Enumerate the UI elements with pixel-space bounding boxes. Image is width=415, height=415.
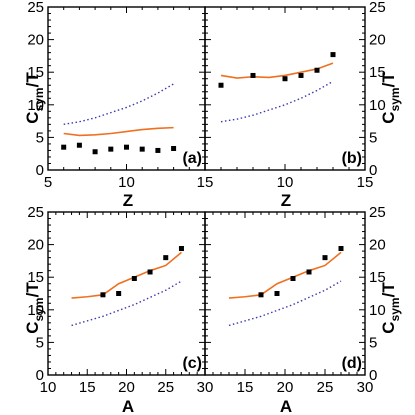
- ylabel-left-top: Csym/T: [23, 72, 46, 124]
- y-tick-label: 10: [27, 302, 44, 319]
- plot-frame: [204, 211, 366, 376]
- solid-series-line: [228, 251, 342, 299]
- data-point-marker: [163, 255, 169, 261]
- y-tick-label: 25: [369, 0, 386, 16]
- panel-d: 15 20 25 300 5 10 15 20 25 (d): [204, 204, 386, 396]
- data-point-marker: [100, 292, 106, 298]
- x-tick-label: 20: [277, 379, 294, 396]
- x-tick-label: 20: [118, 379, 135, 396]
- y-tick-label: 0: [369, 162, 377, 179]
- y-tick-label: 15: [369, 64, 386, 81]
- x-tick-label: 10: [277, 174, 294, 191]
- data-point-marker: [322, 255, 328, 261]
- solid-series-line: [71, 251, 182, 299]
- data-point-marker: [61, 144, 67, 150]
- y-tick-label: 20: [27, 237, 44, 254]
- data-point-marker: [131, 276, 137, 282]
- x-tick-label: 15: [79, 379, 96, 396]
- data-point-marker: [171, 145, 177, 151]
- data-point-marker: [314, 67, 320, 73]
- data-point-marker: [290, 276, 296, 282]
- y-tick-label: 10: [369, 302, 386, 319]
- svg-text:Csym/T: Csym/T: [379, 282, 402, 334]
- y-tick-label: 25: [369, 204, 386, 221]
- svg-text:Csym/T: Csym/T: [379, 72, 402, 124]
- y-tick-label: 15: [27, 269, 44, 286]
- panel-label: (d): [342, 355, 362, 372]
- y-tick-label: 15: [27, 64, 44, 81]
- y-tick-label: 5: [36, 129, 44, 146]
- ylabel-right-top: Csym/T: [379, 72, 402, 124]
- dotted-series-line: [228, 280, 342, 327]
- y-tick-label: 20: [27, 32, 44, 49]
- dotted-series-line: [71, 280, 182, 327]
- data-point-marker: [282, 76, 288, 82]
- data-point-marker: [250, 72, 256, 78]
- x-tick-label: 30: [357, 379, 374, 396]
- plot-frame: [204, 6, 366, 171]
- y-tick-label: 0: [369, 367, 377, 384]
- data-point-marker: [218, 82, 224, 88]
- data-point-marker: [108, 146, 114, 152]
- data-point-marker: [330, 52, 336, 58]
- panel-c: 10 15 20 25 30 0 5 10 15 20 25 (c): [27, 204, 213, 396]
- data-point-marker: [258, 292, 264, 298]
- y-tick-label: 5: [369, 334, 377, 351]
- y-tick-label: 15: [369, 269, 386, 286]
- y-tick-label: 5: [369, 129, 377, 146]
- x-tick-label: 25: [157, 379, 174, 396]
- y-tick-label: 25: [27, 0, 44, 16]
- y-tick-label: 0: [36, 162, 44, 179]
- data-point-marker: [298, 72, 304, 78]
- y-tick-label: 10: [369, 97, 386, 114]
- x-tick-label: 15: [357, 174, 374, 191]
- dotted-series-line: [220, 80, 334, 123]
- y-tick-label: 5: [36, 334, 44, 351]
- x-tick-label: 5: [44, 174, 52, 191]
- x-tick-label: 25: [317, 379, 334, 396]
- data-point-marker: [155, 147, 161, 153]
- data-point-marker: [116, 291, 122, 296]
- solid-series-line: [63, 126, 174, 137]
- xlabel-a: Z: [123, 191, 133, 210]
- solid-series-line: [220, 62, 334, 79]
- x-tick-label: 15: [197, 174, 214, 191]
- data-point-marker: [139, 146, 145, 152]
- svg-text:Csym/T: Csym/T: [23, 282, 46, 334]
- xlabel-c: A: [122, 397, 134, 415]
- data-point-marker: [92, 149, 98, 155]
- panel-label: (c): [182, 355, 202, 372]
- y-tick-label: 0: [36, 367, 44, 384]
- y-tick-label: 20: [369, 32, 386, 49]
- y-tick-label: 25: [27, 204, 44, 221]
- y-tick-label: 10: [27, 97, 44, 114]
- x-tick-label: 30: [197, 379, 214, 396]
- data-point-marker: [274, 291, 280, 296]
- svg-text:Csym/T: Csym/T: [23, 72, 46, 124]
- dotted-series-line: [63, 83, 174, 126]
- plot-frame: [47, 211, 206, 376]
- ylabel-left-bottom: Csym/T: [23, 282, 46, 334]
- xlabel-d: A: [280, 397, 292, 415]
- x-tick-label: 15: [237, 379, 254, 396]
- ylabel-right-bottom: Csym/T: [379, 282, 402, 334]
- data-point-marker: [338, 246, 344, 252]
- x-tick-label: 10: [118, 174, 135, 191]
- xlabel-b: Z: [281, 191, 291, 210]
- panel-label: (b): [342, 150, 362, 167]
- data-point-marker: [124, 144, 129, 150]
- panel-label: (a): [182, 150, 202, 167]
- data-point-marker: [178, 246, 184, 252]
- data-point-marker: [76, 142, 82, 148]
- x-tick-label: 10: [40, 379, 57, 396]
- data-point-marker: [147, 269, 153, 275]
- y-tick-label: 20: [369, 237, 386, 254]
- data-point-marker: [306, 269, 312, 275]
